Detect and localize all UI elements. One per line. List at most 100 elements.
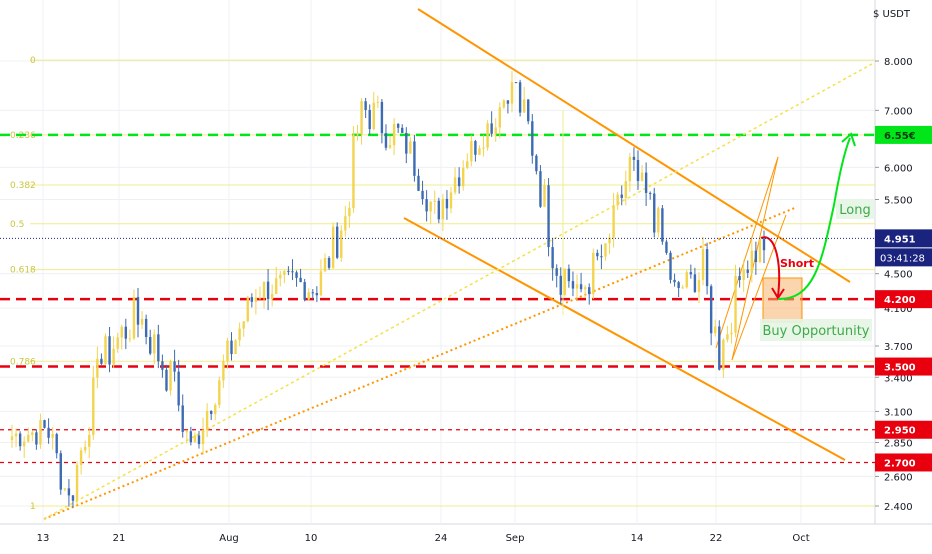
candle-body — [567, 268, 571, 282]
candle-body — [181, 405, 184, 432]
candle-body — [319, 271, 323, 296]
candle-body — [144, 318, 148, 338]
price-tick-label: 4.500 — [884, 270, 913, 281]
level-price-tag — [875, 420, 932, 439]
candle-body — [14, 433, 18, 437]
candle-body — [579, 284, 583, 290]
level-price-tag — [875, 125, 932, 144]
countdown-tag — [875, 248, 932, 267]
candle-body — [193, 435, 197, 443]
candle-body — [295, 272, 298, 278]
candle-body — [226, 340, 229, 362]
trend-support-dotted[interactable] — [43, 206, 798, 520]
candle-body — [222, 361, 225, 381]
candle-body — [368, 109, 371, 130]
candle-body — [283, 270, 286, 275]
candle-body — [201, 430, 205, 445]
candle-body — [722, 339, 725, 370]
candle-body — [575, 284, 579, 289]
candle-body — [624, 181, 627, 198]
candle-body — [209, 410, 213, 414]
candle-body — [270, 293, 274, 299]
candle-body — [457, 177, 461, 187]
time-tick-label: 24 — [435, 533, 448, 544]
candle-body — [616, 194, 619, 206]
candle-body — [307, 292, 310, 300]
candle-body — [71, 495, 75, 501]
candle-body — [96, 358, 99, 378]
time-tick-label: Aug — [219, 533, 239, 544]
candle-body — [258, 297, 262, 299]
candle-body — [437, 200, 441, 220]
candle-body — [413, 141, 416, 176]
time-tick-label: Oct — [792, 533, 809, 544]
horizontal-levels[interactable] — [0, 133, 875, 464]
candle-body — [218, 380, 221, 405]
candle-body — [750, 250, 754, 273]
candle-body — [583, 287, 587, 290]
candle-body — [494, 127, 497, 134]
candle-body — [356, 134, 359, 136]
candle-body — [474, 141, 477, 155]
buy-zone-box[interactable] — [762, 277, 803, 323]
candle-body — [230, 340, 233, 355]
fib-trend-dotted[interactable] — [43, 63, 873, 520]
candle-body — [608, 237, 611, 244]
buy-opportunity-label: Buy Opportunity — [760, 319, 872, 341]
candle-body — [604, 243, 607, 257]
candle-body — [681, 287, 684, 289]
candle-body — [486, 123, 489, 148]
candle-body — [620, 194, 623, 198]
candle-body — [445, 198, 449, 209]
channel-lower-line[interactable] — [403, 217, 846, 461]
candle-body — [287, 270, 290, 272]
candle-body — [266, 281, 270, 299]
channel-upper-line[interactable] — [417, 8, 851, 283]
candle-body — [754, 250, 758, 262]
candle-body — [352, 134, 355, 209]
candle-body — [746, 269, 749, 273]
fib-level-label: 0 — [30, 56, 36, 66]
candle-body — [153, 334, 156, 354]
candle-body — [140, 318, 144, 325]
level-price-text: 4.200 — [884, 295, 916, 306]
buy-opportunity-text: Buy Opportunity — [763, 324, 870, 339]
candle-body — [396, 123, 400, 128]
candle-body — [453, 177, 457, 193]
candle-body — [563, 268, 567, 295]
price-tick-label: 3.700 — [884, 342, 913, 353]
candle-body — [506, 100, 510, 104]
level-price-tag — [875, 357, 932, 376]
candle-body — [701, 249, 705, 280]
candle-body — [376, 101, 380, 103]
fib-level-label: 0.5 — [10, 220, 24, 230]
level-price-text: 6.55€ — [884, 131, 916, 142]
candle-body — [27, 434, 30, 442]
price-tick-label: 2.850 — [884, 438, 913, 449]
fib-level-label: 1 — [30, 502, 36, 512]
candle-body — [299, 277, 302, 283]
candle-body — [116, 337, 119, 349]
candle-body — [246, 297, 249, 322]
candle-body — [372, 102, 375, 130]
long-arrow[interactable] — [777, 137, 851, 301]
drawings-layer[interactable] — [43, 8, 873, 520]
short-arrow[interactable] — [760, 236, 781, 297]
candle-body — [254, 297, 258, 302]
wedge-line-2[interactable] — [731, 214, 787, 361]
candle-body — [112, 348, 115, 365]
candle-body — [392, 123, 396, 146]
level-price-text: 2.950 — [884, 426, 916, 437]
candle-body — [344, 216, 347, 231]
candle-body — [327, 258, 331, 268]
fib-level-label: 0.786 — [10, 357, 36, 367]
candle-body — [401, 127, 404, 133]
wedge-line-3[interactable] — [715, 156, 779, 349]
candle-body — [449, 192, 453, 209]
candle-body — [79, 450, 83, 465]
candles-layer — [10, 71, 766, 508]
candle-body — [693, 274, 697, 292]
